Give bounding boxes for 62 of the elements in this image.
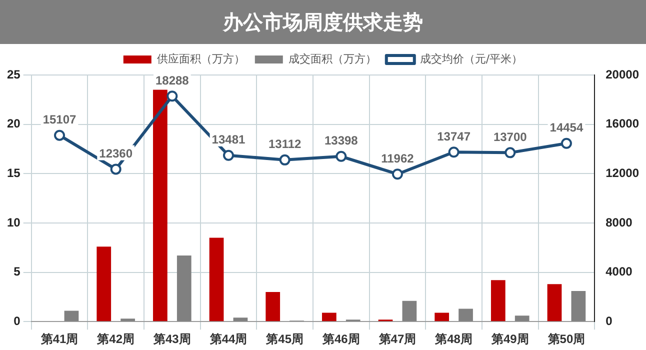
x-tick-label: 第50周	[546, 332, 586, 346]
y-tick-label: 20	[6, 116, 21, 131]
bar	[96, 246, 112, 322]
point	[504, 147, 516, 158]
bar	[402, 300, 417, 322]
data-label: 13700	[493, 130, 528, 144]
bar	[490, 280, 506, 322]
point	[279, 154, 290, 166]
data-label: 14454	[550, 120, 584, 135]
bar	[176, 256, 192, 322]
point	[166, 90, 178, 102]
bar	[514, 316, 530, 322]
y2-tick-label: 20000	[606, 67, 640, 82]
bar	[547, 284, 562, 322]
point	[448, 146, 460, 158]
x-tick-label: 第45周	[265, 332, 304, 346]
x-tick-label: 第43周	[152, 332, 191, 346]
bar	[458, 308, 473, 322]
bar	[120, 318, 135, 322]
data-label: 15107	[42, 112, 77, 127]
y2-tick-label: 0	[606, 314, 613, 328]
bar	[64, 310, 79, 322]
bar	[153, 90, 168, 322]
bar	[322, 312, 336, 322]
data-label: 11962	[381, 151, 414, 166]
y-tick-label: 5	[14, 264, 21, 279]
bar	[233, 318, 248, 322]
x-tick-label: 第42周	[96, 332, 135, 346]
data-label: 13112	[268, 137, 302, 152]
point	[392, 168, 403, 180]
data-label: 13481	[212, 132, 246, 147]
x-tick-label: 第49周	[490, 332, 529, 346]
data-label: 12360	[99, 146, 133, 161]
y-tick-label: 25	[6, 67, 21, 82]
data-label: 18288	[155, 73, 190, 88]
point	[110, 164, 122, 175]
y-tick-label: 10	[6, 215, 21, 230]
x-tick-label: 第47周	[378, 332, 416, 346]
y2-tick-label: 4000	[606, 264, 633, 279]
legend-label: 成交面积（万方）	[288, 52, 376, 66]
x-tick-label: 第41周	[40, 332, 78, 346]
legend-label: 供应面积（万方）	[156, 52, 245, 66]
bar	[434, 312, 450, 322]
bar	[209, 238, 224, 322]
y-tick-label: 15	[6, 166, 21, 180]
point	[54, 130, 66, 141]
point	[222, 150, 234, 161]
data-label: 13398	[324, 134, 358, 148]
y2-tick-label: 8000	[606, 215, 633, 230]
bar	[571, 291, 586, 322]
chart-title: 办公市场周度供求走势	[0, 0, 646, 44]
y-tick-label: 0	[14, 314, 21, 328]
data-label: 13747	[437, 129, 471, 144]
x-tick-label: 第46周	[321, 332, 360, 346]
bar	[266, 292, 280, 322]
point	[336, 150, 347, 162]
y2-tick-label: 16000	[606, 116, 640, 131]
x-tick-label: 第48周	[434, 332, 472, 346]
legend-label: 成交均价（元/平米）	[420, 52, 523, 66]
point	[560, 138, 572, 149]
x-tick-label: 第44周	[208, 332, 248, 346]
y2-tick-label: 12000	[606, 166, 640, 180]
